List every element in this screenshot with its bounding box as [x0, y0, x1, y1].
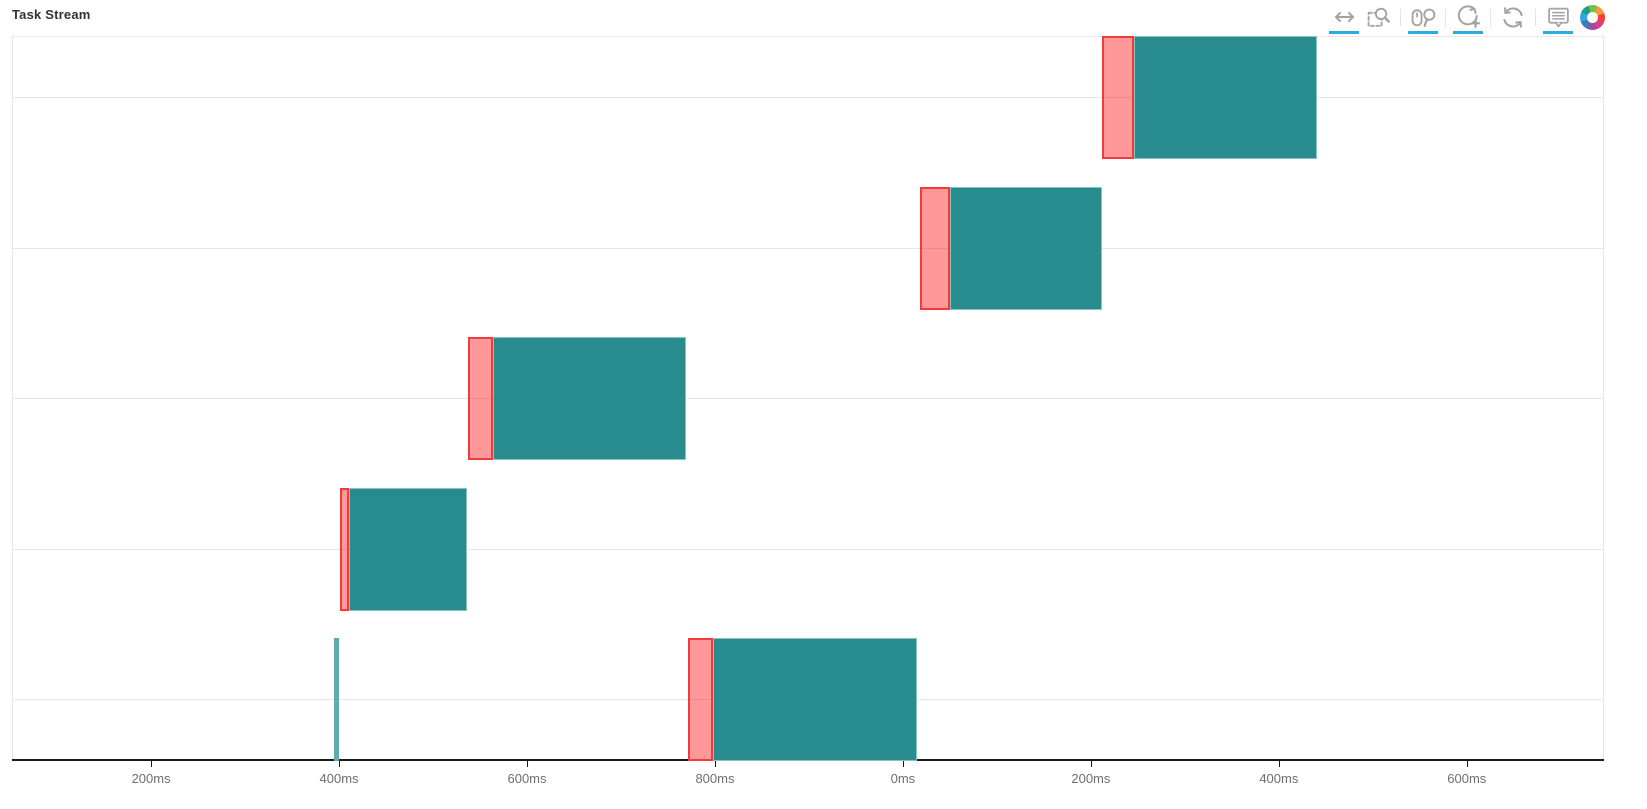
- pan-tool-button[interactable]: [1329, 4, 1359, 34]
- x-tick: [339, 761, 341, 767]
- x-tick-label: 200ms: [1071, 771, 1111, 786]
- gridline: [13, 548, 1603, 550]
- task-bar-transfer[interactable]: [687, 638, 714, 761]
- x-tick-label: 800ms: [695, 771, 735, 786]
- toolbar: [1329, 3, 1607, 34]
- bokeh-logo: [1579, 4, 1605, 30]
- gridline: [13, 247, 1603, 249]
- wheel-zoom-icon: [1411, 8, 1435, 27]
- task-bar-transfer[interactable]: [919, 186, 950, 310]
- task-bar-transfer[interactable]: [340, 487, 350, 611]
- task-bar-compute[interactable]: [1134, 36, 1318, 159]
- active-tool-underline: [1453, 31, 1483, 34]
- box-zoom-tool-button[interactable]: [1363, 4, 1393, 30]
- x-tick: [902, 761, 904, 767]
- gridline: [13, 398, 1603, 399]
- wheel-zoom-tool-button[interactable]: [1408, 4, 1438, 34]
- task-bar-compute[interactable]: [493, 337, 686, 460]
- task-bar-compute[interactable]: [349, 487, 467, 611]
- reset-icon: [1503, 6, 1523, 28]
- x-tick-label: 600ms: [1447, 771, 1487, 786]
- hover-icon: [1547, 7, 1569, 27]
- reset-tool-button[interactable]: [1498, 4, 1528, 30]
- plot-area[interactable]: [12, 36, 1604, 761]
- x-tick: [527, 761, 528, 767]
- zoom-in-tool-button[interactable]: [1453, 4, 1483, 34]
- x-tick: [1466, 761, 1468, 767]
- x-tick-label: 200ms: [131, 771, 171, 786]
- page-title: Task Stream: [12, 7, 91, 22]
- active-tool-underline: [1543, 31, 1573, 34]
- task-bar-compute[interactable]: [713, 638, 918, 761]
- box-zoom-icon: [1367, 7, 1390, 27]
- x-tick: [1278, 761, 1280, 767]
- toolbar-separator: [1535, 8, 1536, 26]
- task-bar-transfer[interactable]: [467, 337, 494, 460]
- x-tick: [151, 761, 153, 767]
- gridline: [13, 97, 1603, 98]
- hover-tool-button[interactable]: [1543, 4, 1573, 34]
- toolbar-separator: [1445, 8, 1446, 26]
- toolbar-separator: [1400, 8, 1401, 26]
- task-bar-transfer[interactable]: [1102, 36, 1135, 159]
- task-bar-compute[interactable]: [949, 186, 1103, 310]
- x-tick: [1090, 761, 1092, 767]
- active-tool-underline: [1408, 31, 1438, 34]
- x-tick-label: 600ms: [507, 771, 547, 786]
- x-tick-label: 0ms: [890, 771, 916, 786]
- zoom-in-icon: [1457, 5, 1480, 28]
- bokeh-logo-button[interactable]: [1577, 4, 1607, 30]
- pan-icon: [1334, 12, 1354, 22]
- task-bar-compute[interactable]: [334, 638, 340, 761]
- x-tick-label: 400ms: [1259, 771, 1299, 786]
- active-tool-underline: [1329, 31, 1359, 34]
- toolbar-separator: [1490, 8, 1491, 26]
- x-tick-label: 400ms: [319, 771, 359, 786]
- x-tick: [714, 761, 716, 767]
